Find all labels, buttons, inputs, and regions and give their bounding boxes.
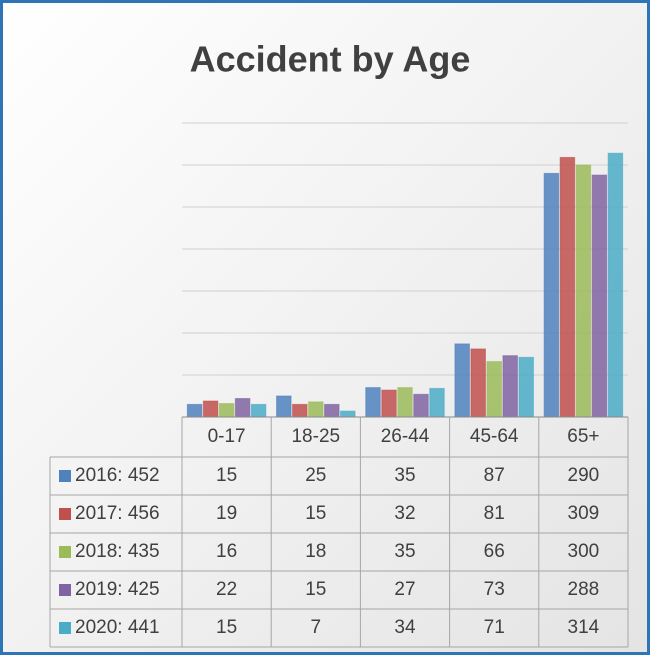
table-value: 27 xyxy=(394,579,415,600)
bar xyxy=(308,401,324,418)
legend-label: 2016: 452 xyxy=(75,465,160,486)
bar xyxy=(607,152,624,418)
table-value: 25 xyxy=(305,465,326,486)
table-value: 309 xyxy=(568,503,600,524)
x-tick-label: 65+ xyxy=(567,426,599,447)
table-value: 71 xyxy=(484,617,505,638)
table-value: 314 xyxy=(568,617,600,638)
table-value: 15 xyxy=(216,617,237,638)
table-value: 34 xyxy=(394,617,416,638)
legend-swatch xyxy=(59,622,71,634)
table-value: 15 xyxy=(305,503,326,524)
legend-label: 2020: 441 xyxy=(75,617,160,638)
bar xyxy=(202,400,219,418)
legend-label: 2018: 435 xyxy=(75,541,160,562)
legend-label: 2019: 425 xyxy=(75,579,160,600)
table-value: 73 xyxy=(484,579,505,600)
bar xyxy=(381,389,397,418)
bar xyxy=(186,403,203,418)
table-value: 16 xyxy=(216,541,237,562)
table-value: 87 xyxy=(484,465,505,486)
table-value: 22 xyxy=(216,579,237,600)
table-value: 32 xyxy=(394,503,415,524)
x-tick-label: 45-64 xyxy=(470,426,519,447)
legend-swatch xyxy=(59,508,71,520)
table-value: 19 xyxy=(216,503,237,524)
bar xyxy=(591,174,608,418)
bar xyxy=(486,361,502,418)
bar xyxy=(470,348,486,418)
bar xyxy=(543,172,560,418)
bar xyxy=(234,398,251,418)
legend-swatch xyxy=(59,546,71,558)
bar xyxy=(518,356,534,418)
bar xyxy=(559,156,576,418)
x-tick-label: 26-44 xyxy=(381,426,430,447)
table-value: 300 xyxy=(568,541,600,562)
table-value: 18 xyxy=(305,541,326,562)
legend-label: 2017: 456 xyxy=(75,503,160,524)
table-value: 81 xyxy=(484,503,505,524)
bar xyxy=(250,403,267,418)
bar xyxy=(292,403,308,418)
bar xyxy=(397,387,413,418)
bar xyxy=(413,393,429,418)
bar xyxy=(276,395,292,418)
bar xyxy=(429,387,445,418)
table-value: 7 xyxy=(311,617,322,638)
x-tick-label: 18-25 xyxy=(291,426,340,447)
bar xyxy=(218,403,235,418)
table-value: 15 xyxy=(216,465,237,486)
table-value: 66 xyxy=(484,541,505,562)
bar xyxy=(575,164,592,418)
bar xyxy=(340,410,356,418)
legend-swatch xyxy=(59,584,71,596)
table-value: 288 xyxy=(568,579,600,600)
bar xyxy=(365,387,381,418)
legend-swatch xyxy=(59,470,71,482)
bar xyxy=(454,343,470,418)
table-value: 35 xyxy=(394,465,415,486)
bar xyxy=(324,403,340,418)
x-tick-label: 0-17 xyxy=(208,426,246,447)
bar xyxy=(502,355,518,418)
table-value: 290 xyxy=(568,465,600,486)
chart-title: Accident by Age xyxy=(190,39,471,80)
table-value: 15 xyxy=(305,579,326,600)
table-value: 35 xyxy=(394,541,415,562)
